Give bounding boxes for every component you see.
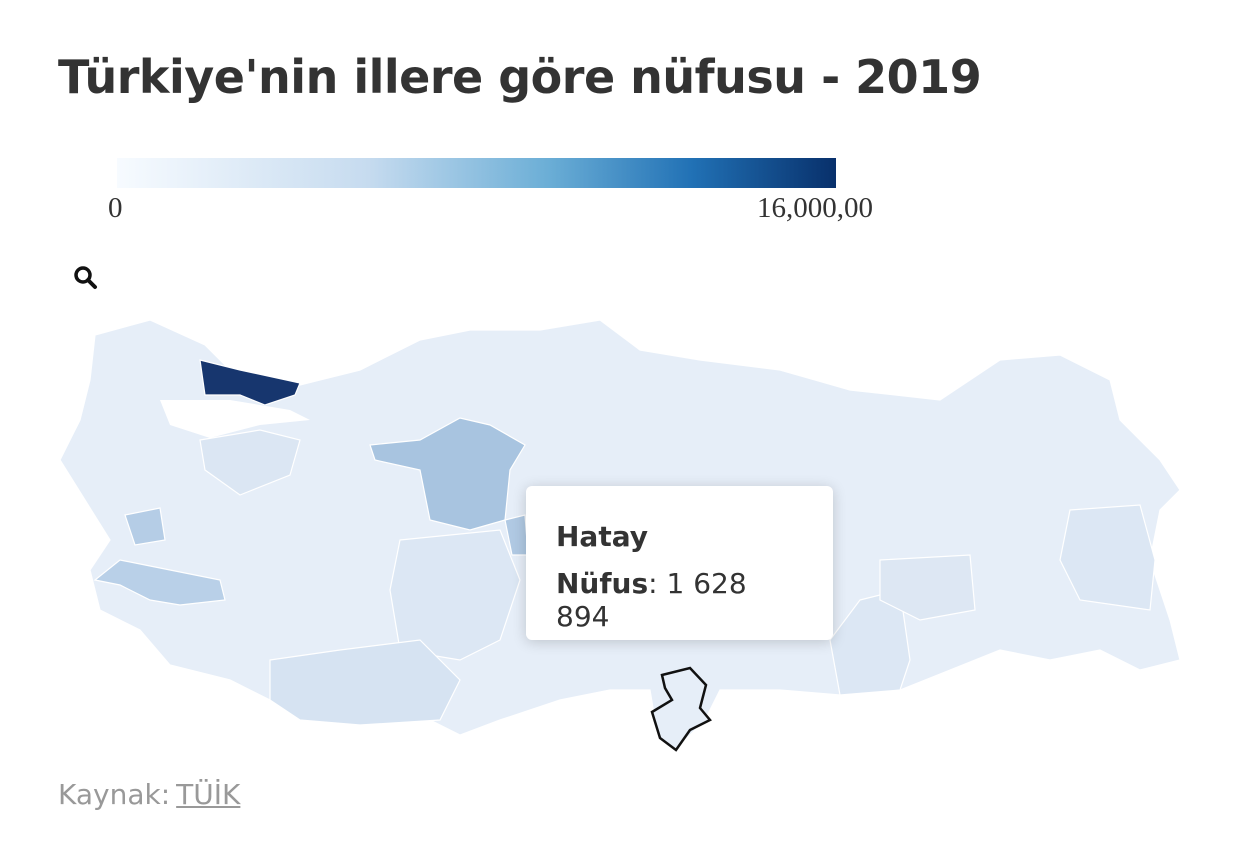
legend-gradient	[117, 158, 836, 188]
tooltip: Hatay Nüfus: 1 628 894	[526, 486, 833, 640]
province[interactable]	[369, 417, 526, 531]
legend-max: 16,000,00	[757, 192, 873, 224]
province[interactable]	[879, 554, 976, 621]
tooltip-value: 1 628 894	[556, 567, 747, 633]
province[interactable]	[389, 529, 521, 661]
sea	[160, 400, 310, 438]
tooltip-row: Nüfus: 1 628 894	[556, 567, 803, 633]
province[interactable]	[269, 639, 461, 726]
province[interactable]	[199, 429, 301, 496]
tooltip-name: Hatay	[556, 520, 648, 553]
istanbul[interactable]	[199, 359, 301, 406]
source-link[interactable]: TÜİK	[176, 778, 241, 811]
tooltip-label: Nüfus	[556, 567, 649, 600]
source: Kaynak: TÜİK	[58, 778, 240, 811]
province[interactable]	[93, 559, 226, 606]
legend-min: 0	[108, 192, 123, 224]
province[interactable]	[1059, 504, 1156, 611]
hatay[interactable]	[650, 666, 712, 752]
province[interactable]	[124, 507, 166, 546]
search-icon[interactable]	[72, 264, 100, 292]
title: Türkiye'nin illere göre nüfusu - 2019	[58, 50, 982, 104]
source-label: Kaynak:	[58, 778, 171, 811]
tooltip-separator: :	[648, 567, 658, 600]
